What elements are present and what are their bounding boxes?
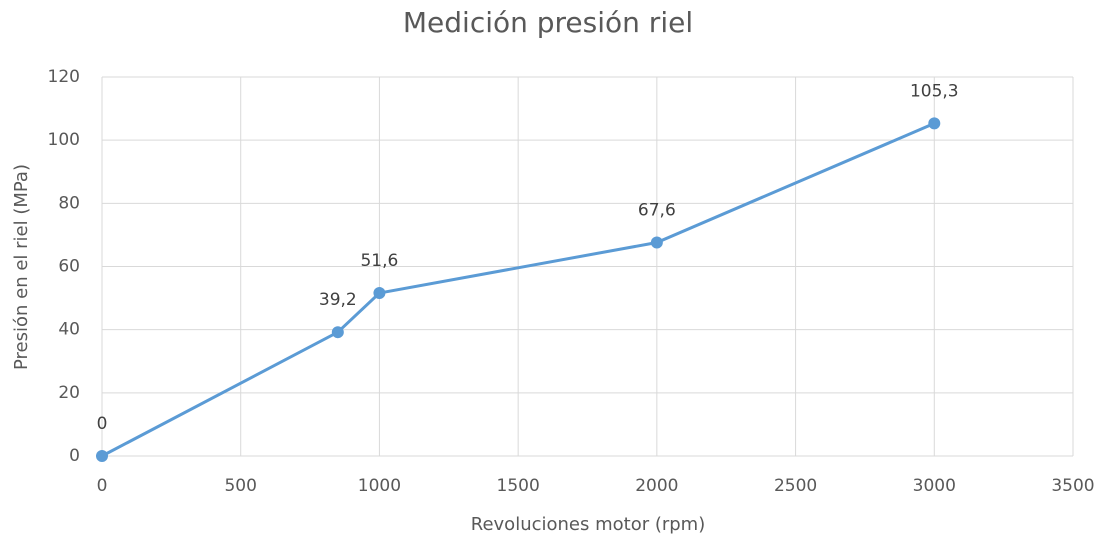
y-tick-label: 0 [69, 446, 80, 466]
x-tick-label: 2000 [635, 476, 678, 496]
data-point [373, 287, 386, 300]
data-point [331, 326, 344, 339]
x-tick-label: 2500 [774, 476, 817, 496]
y-tick-label: 120 [48, 67, 80, 87]
x-tick-label: 1500 [497, 476, 540, 496]
x-tick-label: 0 [97, 476, 108, 496]
data-label: 51,6 [360, 251, 398, 271]
data-label: 67,6 [638, 200, 676, 220]
y-tick-label: 80 [58, 193, 80, 213]
data-point [650, 236, 663, 249]
data-point [96, 450, 108, 462]
chart-title: Medición presión riel [403, 6, 693, 39]
x-tick-label: 3500 [1051, 476, 1094, 496]
y-axis-title: Presión en el riel (MPa) [11, 164, 32, 370]
data-label: 39,2 [319, 290, 357, 310]
y-tick-label: 40 [58, 320, 80, 340]
x-tick-label: 3000 [913, 476, 956, 496]
x-axis-title: Revoluciones motor (rpm) [471, 514, 705, 535]
y-tick-label: 100 [48, 130, 80, 150]
x-tick-label: 500 [224, 476, 256, 496]
data-point [928, 117, 941, 130]
y-tick-label: 20 [58, 383, 80, 403]
data-label: 105,3 [910, 81, 959, 101]
y-tick-label: 60 [58, 257, 80, 277]
x-tick-label: 1000 [358, 476, 401, 496]
data-label: 0 [97, 414, 108, 434]
